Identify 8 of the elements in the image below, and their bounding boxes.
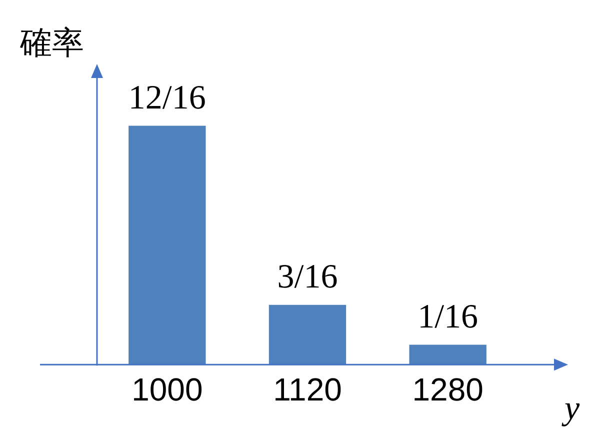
x-tick-label: 1000 xyxy=(132,372,203,408)
data-label: 12/16 xyxy=(128,79,206,116)
x-tick-label: 1280 xyxy=(412,372,484,408)
data-label: 3/16 xyxy=(277,258,338,296)
data-label: 1/16 xyxy=(418,298,478,335)
y-axis-title: 確率 xyxy=(19,23,84,62)
x-tick-label: 1120 xyxy=(273,372,342,408)
x-axis-title: y xyxy=(561,390,580,427)
